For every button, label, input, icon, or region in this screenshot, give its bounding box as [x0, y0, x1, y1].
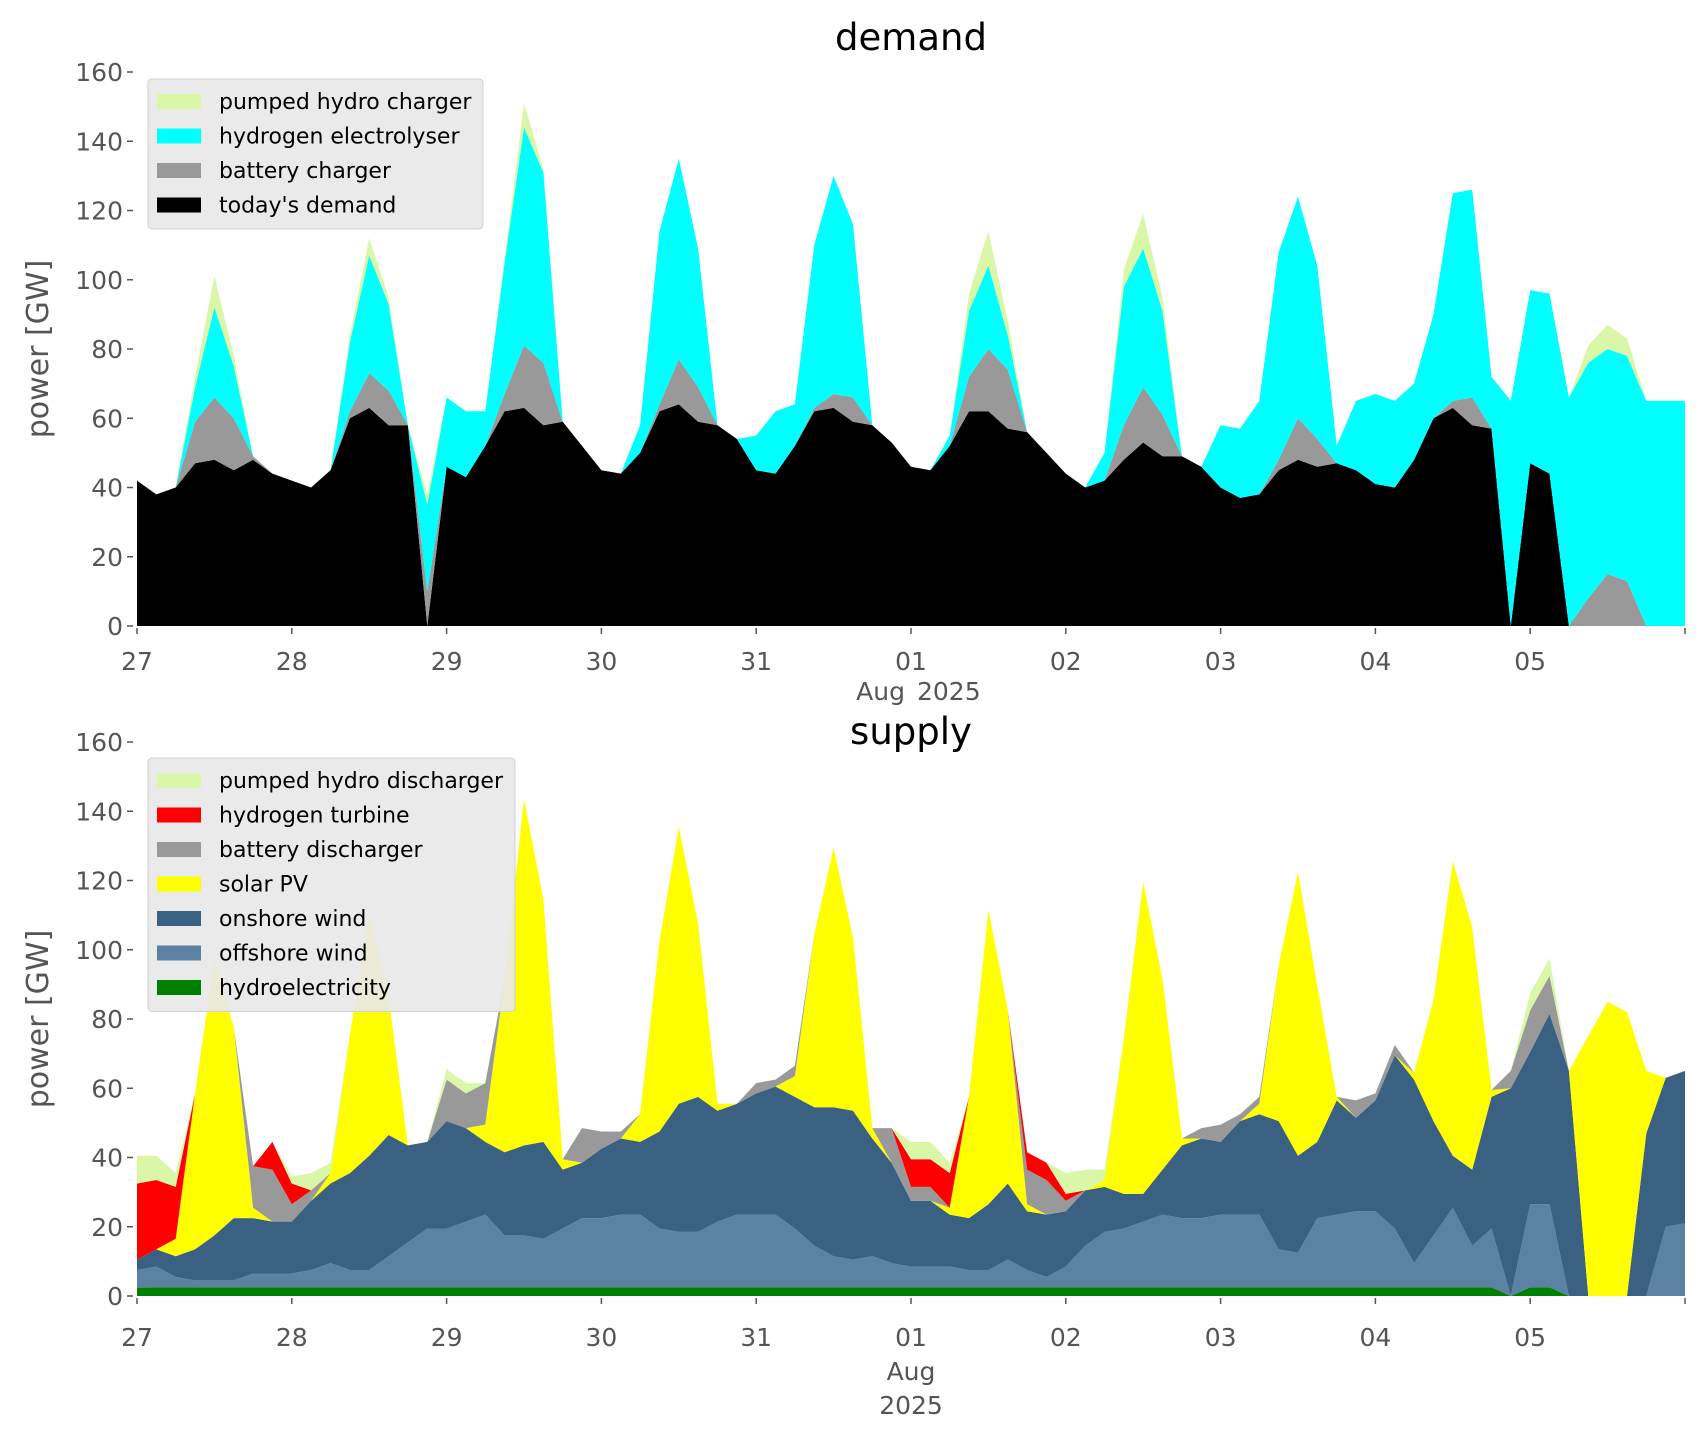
legend-swatch [157, 94, 201, 109]
x-tick-sublabel: Aug [856, 677, 905, 706]
y-tick-label: 160 [75, 58, 123, 87]
x-tick-label: 28 [276, 1323, 308, 1352]
area-today-s-demand [137, 404, 1685, 626]
y-tick-label: 80 [91, 335, 123, 364]
x-tick-label: 29 [431, 1323, 463, 1352]
legend-label: hydroelectricity [219, 976, 391, 1001]
legend-swatch [157, 163, 201, 178]
x-tick-label: 02 [1050, 647, 1082, 676]
area-hydrogen-electrolyser [137, 127, 1685, 627]
legend-box [147, 757, 516, 1012]
y-tick-label: 100 [75, 936, 123, 965]
x-tick-label: 03 [1205, 1323, 1237, 1352]
legend-label: battery charger [219, 159, 392, 184]
y-tick-label: 100 [75, 266, 123, 295]
area-hydrogen-turbine [137, 799, 1685, 1260]
x-tick-label: 04 [1359, 647, 1391, 676]
legend-label: hydrogen turbine [219, 804, 410, 829]
x-tick-label: 31 [740, 1323, 772, 1352]
y-tick-label: 60 [91, 404, 123, 433]
y-tick-label: 20 [91, 543, 123, 572]
legend-swatch [157, 911, 201, 926]
legend-swatch [157, 773, 201, 788]
legend-label: onshore wind [219, 907, 366, 932]
x-tick-label: 01 [895, 647, 927, 676]
legend: pumped hydro charger hydrogen electrolyse… [147, 78, 484, 230]
legend: pumped hydro discharger hydrogen turbine b… [147, 757, 516, 1012]
x-tick-sublabel: 2025 [879, 1391, 943, 1420]
y-tick-label: 40 [91, 474, 123, 503]
legend-label: today's demand [219, 194, 396, 219]
x-tick-label: 05 [1514, 1323, 1546, 1352]
area-hydroelectricity [137, 1287, 1685, 1296]
x-tick-label: 30 [585, 647, 617, 676]
y-tick-label: 120 [75, 197, 123, 226]
x-tick-label: 31 [740, 647, 772, 676]
area-battery-discharger [137, 799, 1685, 1260]
y-axis-label: power [GW] [21, 260, 56, 439]
y-axis-label: power [GW] [21, 930, 56, 1109]
y-tick-label: 120 [75, 867, 123, 896]
legend-swatch [157, 876, 201, 892]
x-tick-sublabel: Aug [887, 1357, 936, 1386]
legend-label: pumped hydro charger [219, 90, 472, 115]
x-tick-label: 01 [895, 1323, 927, 1352]
area-offshore-wind [137, 1204, 1685, 1296]
area-onshore-wind [137, 1013, 1685, 1296]
legend-swatch [157, 128, 201, 144]
x-tick-label: 02 [1050, 1323, 1082, 1352]
area-solar-pv [137, 799, 1685, 1296]
legend-label: pumped hydro discharger [219, 769, 504, 794]
y-tick-label: 140 [75, 127, 123, 156]
x-tick-label: 27 [121, 1323, 153, 1352]
x-tick-label: 30 [585, 1323, 617, 1352]
y-tick-label: 140 [75, 797, 123, 826]
x-tick-label: 03 [1205, 647, 1237, 676]
y-tick-label: 20 [91, 1213, 123, 1242]
y-tick-label: 60 [91, 1074, 123, 1103]
y-tick-label: 0 [107, 612, 123, 641]
y-tick-label: 0 [107, 1282, 123, 1311]
x-tick-sublabel: 2025 [917, 677, 981, 706]
legend-label: offshore wind [219, 942, 368, 967]
x-tick-label: 04 [1359, 1323, 1391, 1352]
legend-swatch [157, 197, 201, 213]
y-tick-label: 40 [91, 1144, 123, 1173]
x-tick-label: 27 [121, 647, 153, 676]
x-tick-label: 28 [276, 647, 308, 676]
x-tick-label: 29 [431, 647, 463, 676]
y-tick-label: 160 [75, 728, 123, 757]
chart-title: supply [850, 710, 972, 753]
legend-box [147, 78, 484, 230]
legend-label: hydrogen electrolyser [219, 125, 460, 150]
legend-swatch [157, 807, 201, 823]
x-tick-label: 05 [1514, 647, 1546, 676]
y-tick-label: 80 [91, 1005, 123, 1034]
legend-swatch [157, 842, 201, 857]
chart-title: demand [835, 16, 987, 59]
legend-label: solar PV [219, 873, 308, 898]
legend-swatch [157, 980, 201, 995]
legend-label: battery discharger [219, 838, 424, 863]
legend-swatch [157, 945, 201, 961]
